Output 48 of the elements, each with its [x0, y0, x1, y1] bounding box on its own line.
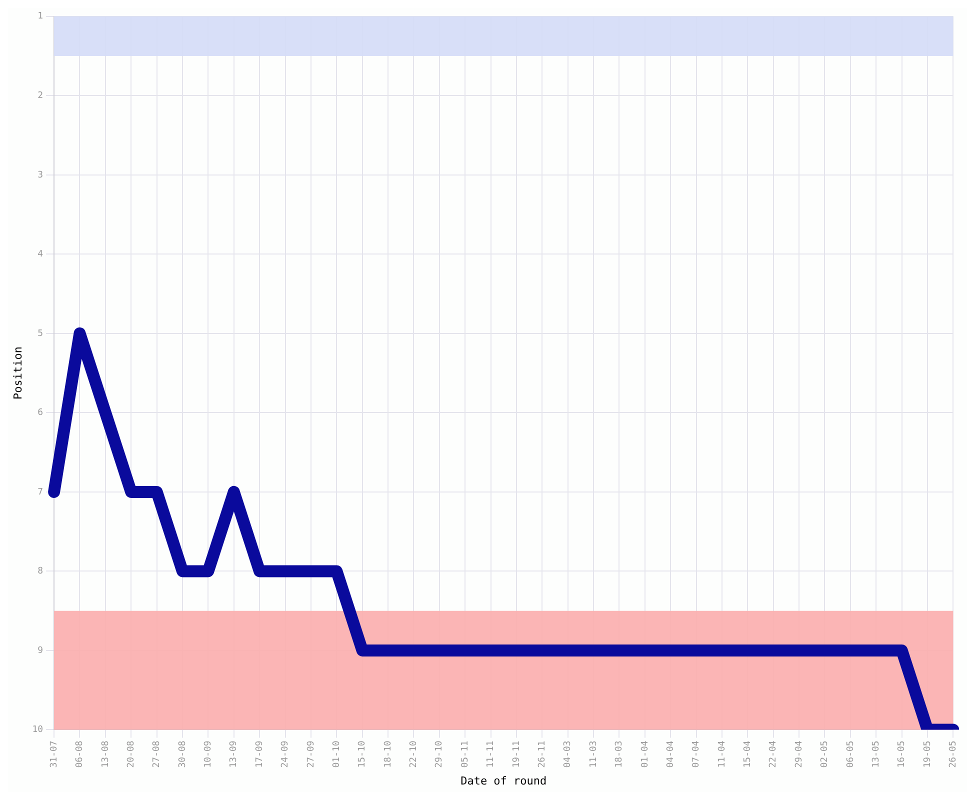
x-tick-label: 11-11 — [486, 740, 496, 768]
x-tick-label: 17-09 — [254, 740, 265, 768]
x-tick-label: 13-09 — [229, 740, 240, 768]
x-tick-label: 11-03 — [588, 740, 599, 768]
y-tick-label: 9 — [38, 646, 44, 656]
x-tick-label: 22-04 — [768, 740, 779, 768]
x-tick-label: 05-11 — [460, 740, 470, 768]
x-axis-title: Date of round — [460, 774, 547, 788]
x-tick-label: 06-08 — [75, 740, 86, 768]
y-tick-label: 10 — [32, 725, 44, 736]
x-tick-label: 29-04 — [794, 740, 804, 768]
y-tick-label: 2 — [38, 91, 44, 101]
x-tick-label: 01-04 — [640, 740, 650, 768]
x-tick-label: 29-10 — [434, 740, 445, 768]
x-tick-label: 15-10 — [358, 740, 368, 768]
x-tick-label: 04-04 — [666, 740, 676, 768]
y-tick-label: 3 — [38, 170, 44, 180]
x-tick-label: 19-11 — [512, 740, 522, 768]
x-tick-label: 18-03 — [614, 740, 625, 768]
x-tick-label: 30-08 — [178, 740, 188, 768]
x-tick-label: 27-09 — [306, 740, 316, 768]
x-tick-label: 22-10 — [409, 740, 420, 768]
y-axis-title: Position — [11, 346, 24, 400]
x-tick-label: 31-07 — [49, 740, 60, 768]
x-tick-label: 19-05 — [922, 740, 933, 768]
x-tick-label: 04-03 — [563, 740, 574, 768]
x-tick-label: 06-05 — [846, 740, 856, 768]
y-tick-label: 7 — [38, 487, 44, 498]
x-tick-label: 11-04 — [717, 740, 728, 768]
y-tick-label: 4 — [38, 250, 44, 260]
y-tick-label: 8 — [38, 566, 44, 577]
x-tick-label: 20-08 — [126, 740, 136, 768]
y-tick-label: 6 — [38, 408, 44, 418]
x-tick-label: 26-05 — [948, 740, 959, 768]
x-tick-label: 16-05 — [897, 740, 908, 768]
x-tick-label: 18-10 — [383, 740, 394, 768]
x-tick-label: 10-09 — [204, 740, 214, 768]
x-tick-label: 13-08 — [100, 740, 111, 768]
x-tick-label: 15-04 — [743, 740, 754, 768]
x-tick-label: 26-11 — [538, 740, 548, 768]
x-tick-label: 07-04 — [692, 740, 702, 768]
x-tick-label: 27-08 — [152, 740, 162, 768]
x-tick-label: 13-05 — [871, 740, 882, 768]
x-tick-label: 24-09 — [280, 740, 291, 768]
y-tick-label: 5 — [38, 328, 44, 339]
x-tick-label: 01-10 — [332, 740, 342, 768]
x-tick-label: 02-05 — [820, 740, 830, 768]
y-tick-label: 1 — [38, 12, 44, 22]
